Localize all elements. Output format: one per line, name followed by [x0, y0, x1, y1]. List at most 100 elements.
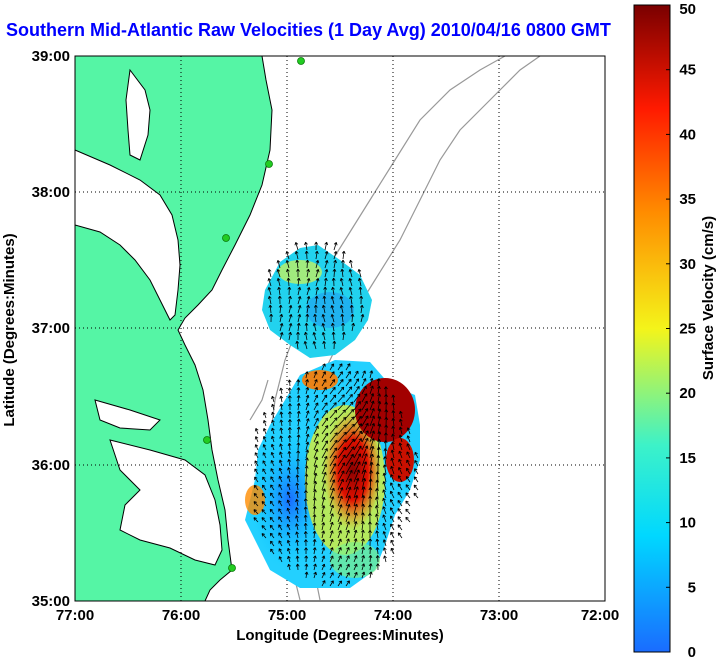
- velocity-arrow: [368, 504, 372, 515]
- velocity-arrow: [397, 491, 403, 499]
- velocity-arrow: [353, 370, 359, 379]
- velocity-arrow: [269, 516, 275, 523]
- velocity-arrow: [286, 515, 291, 523]
- velocity-arrow: [295, 555, 300, 563]
- velocity-arrow: [271, 419, 275, 427]
- velocity-arrow: [295, 563, 300, 571]
- velocity-arrow: [313, 417, 319, 427]
- velocity-arrow: [345, 446, 355, 459]
- velocity-arrow: [391, 394, 396, 403]
- velocity-arrow: [390, 449, 395, 459]
- velocity-arrow: [295, 490, 299, 499]
- velocity-arrow: [384, 424, 389, 435]
- velocity-arrow: [324, 260, 329, 269]
- velocity-arrow: [345, 478, 352, 491]
- velocity-arrow: [303, 506, 308, 515]
- velocity-arrow: [295, 507, 299, 515]
- velocity-arrow: [277, 295, 282, 305]
- velocity-arrow: [321, 488, 326, 499]
- y-tick: 37:00: [32, 320, 70, 337]
- velocity-arrow: [261, 492, 267, 499]
- x-tick-labels: 77:00 76:00 75:00 74:00 73:00 72:00: [56, 607, 619, 624]
- velocity-arrow: [329, 432, 338, 443]
- velocity-arrow: [353, 438, 362, 451]
- velocity-arrow: [345, 546, 350, 555]
- velocity-arrow: [279, 323, 284, 332]
- velocity-arrow: [303, 514, 308, 523]
- velocity-arrow: [277, 286, 281, 296]
- colorbar-tick-label: 0: [688, 644, 696, 659]
- velocity-arrow: [321, 547, 326, 555]
- velocity-arrow: [312, 322, 317, 332]
- velocity-arrow: [270, 484, 275, 491]
- velocity-arrow: [306, 268, 310, 278]
- velocity-arrow: [288, 304, 293, 314]
- y-tick-labels: 39:00 38:00 37:00 36:00 35:00: [32, 48, 70, 610]
- x-tick: 76:00: [162, 607, 200, 624]
- velocity-arrow: [329, 521, 334, 531]
- velocity-arrow: [254, 468, 259, 475]
- velocity-arrow: [304, 241, 308, 251]
- velocity-arrow: [278, 492, 283, 499]
- velocity-arrow: [337, 409, 346, 419]
- velocity-arrow: [337, 580, 342, 587]
- velocity-arrow: [262, 436, 267, 443]
- velocity-arrow: [384, 393, 388, 403]
- land: [74, 55, 273, 602]
- velocity-arrow: [375, 546, 380, 555]
- velocity-arrow: [305, 433, 310, 443]
- velocity-arrow: [337, 521, 342, 531]
- velocity-arrow: [270, 540, 275, 547]
- velocity-arrow: [337, 478, 344, 491]
- velocity-arrow: [414, 468, 419, 475]
- velocity-arrow: [315, 286, 320, 296]
- velocity-arrow: [337, 401, 346, 411]
- velocity-arrow: [262, 411, 267, 419]
- velocity-arrow: [312, 514, 317, 523]
- velocity-arrow: [345, 378, 352, 387]
- velocity-arrow: [368, 546, 373, 555]
- velocity-arrow: [397, 524, 403, 531]
- velocity-arrow: [406, 435, 411, 443]
- velocity-arrow: [331, 286, 335, 296]
- velocity-arrow: [312, 332, 317, 341]
- velocity-arrow: [304, 331, 308, 341]
- velocity-arrow: [389, 499, 395, 507]
- velocity-arrow: [295, 539, 300, 547]
- velocity-arrow: [348, 278, 353, 287]
- velocity-arrow: [382, 489, 387, 499]
- velocity-arrow: [368, 563, 373, 571]
- velocity-arrow: [270, 451, 275, 459]
- velocity-arrow: [391, 425, 396, 435]
- velocity-arrow: [339, 277, 344, 287]
- velocity-arrow: [321, 323, 326, 332]
- velocity-arrow: [353, 415, 362, 427]
- velocity-arrow: [384, 386, 388, 395]
- velocity-arrow: [270, 492, 275, 499]
- velocity-arrow: [313, 448, 319, 459]
- velocity-arrow: [313, 472, 318, 483]
- velocity-arrow: [345, 469, 353, 483]
- velocity-arrow: [333, 259, 337, 269]
- velocity-arrow: [321, 432, 329, 443]
- velocity-arrow: [321, 386, 327, 395]
- colorbar-ticks: 0 5 10 15 20 25 30 35 40 45 50: [666, 1, 696, 659]
- velocity-arrow: [398, 426, 403, 435]
- velocity-arrow: [321, 455, 328, 467]
- velocity-arrow: [405, 516, 411, 523]
- velocity-arrow: [304, 371, 309, 379]
- velocity-arrow: [276, 260, 281, 269]
- velocity-arrow: [353, 430, 363, 443]
- velocity-arrow: [279, 332, 284, 341]
- velocity-arrow: [375, 538, 380, 547]
- velocity-arrow: [353, 555, 358, 563]
- velocity-arrow: [406, 427, 411, 435]
- velocity-arrow: [375, 479, 380, 491]
- velocity-arrow: [337, 378, 344, 387]
- velocity-arrow: [353, 423, 363, 435]
- velocity-arrow: [254, 476, 259, 483]
- velocity-arrow: [286, 547, 291, 555]
- velocity-arrow: [390, 441, 395, 451]
- velocity-arrow: [329, 530, 334, 539]
